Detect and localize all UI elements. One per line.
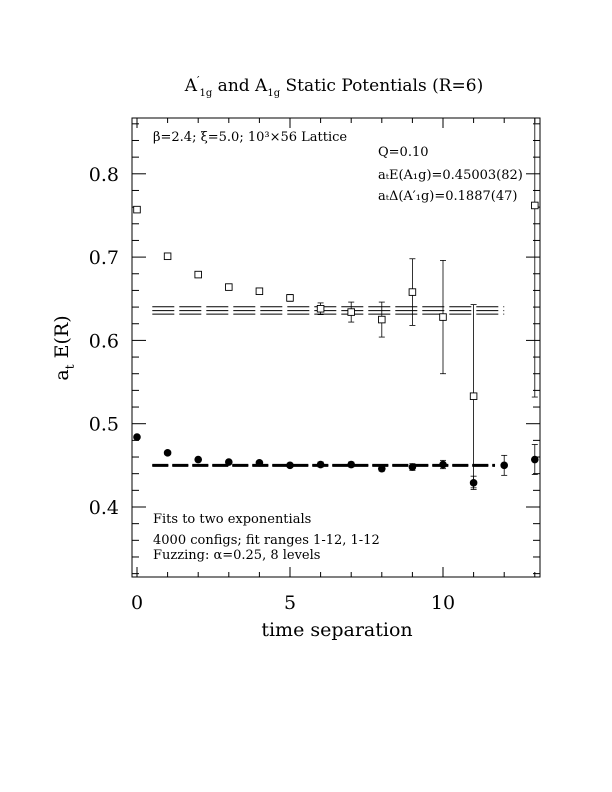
y-tick-label: 0.7	[89, 247, 119, 269]
data-point	[133, 205, 141, 214]
y-tick-label: 0.5	[89, 414, 119, 436]
fits-annotation: Fits to two exponentials	[153, 512, 311, 527]
configs-annotation: 4000 configs; fit ranges 1-12, 1-12	[153, 533, 380, 548]
data-point	[408, 288, 417, 296]
x-axis-label: time separation	[261, 619, 412, 641]
data-point	[439, 460, 447, 469]
data-point	[378, 464, 386, 473]
data-point	[225, 458, 233, 466]
energy-annotation: aₜE(A₁g)=0.45003(82)	[378, 168, 523, 183]
x-tick-label: 5	[284, 592, 296, 614]
fuzzing-annotation: Fuzzing: α=0.25, 8 levels	[153, 548, 320, 563]
data-point	[378, 315, 386, 324]
chart-title: A′1g and A1g Static Potentials (R=6)	[184, 74, 484, 99]
data-point	[347, 308, 355, 316]
fit-lines	[152, 306, 505, 467]
data-point	[316, 460, 325, 469]
data-point	[469, 392, 478, 400]
data-marks	[133, 117, 539, 490]
data-point	[347, 460, 356, 469]
delta-annotation: aₜΔ(A′₁g)=0.1887(47)	[378, 189, 517, 204]
data-point	[255, 459, 264, 467]
data-point	[225, 283, 233, 291]
data-point	[163, 449, 172, 457]
lattice-annotation: β=2.4; ξ=5.0; 10³×56 Lattice	[153, 130, 347, 145]
data-point	[439, 313, 447, 321]
axis-ticks: 0 5 10 0.4 0.5 0.6 0.7 0.8	[89, 118, 540, 614]
data-point	[531, 201, 539, 210]
data-point	[163, 252, 172, 261]
y-tick-label: 0.6	[89, 330, 119, 352]
data-point	[286, 461, 294, 470]
y-tick-label: 0.8	[89, 164, 119, 186]
plot-frame	[131, 117, 541, 578]
data-point	[500, 461, 509, 470]
data-point	[255, 287, 264, 296]
data-point	[316, 304, 325, 313]
data-point	[133, 433, 141, 441]
data-point	[531, 455, 539, 464]
y-tick-label: 0.4	[89, 497, 119, 519]
y-axis-label: at E(R)	[51, 315, 77, 380]
x-tick-label: 10	[431, 592, 455, 614]
q-annotation: Q=0.10	[378, 145, 429, 160]
x-tick-label: 0	[131, 592, 143, 614]
data-point	[194, 455, 202, 464]
data-point	[286, 294, 294, 302]
data-point	[408, 463, 417, 471]
data-point	[194, 270, 202, 279]
